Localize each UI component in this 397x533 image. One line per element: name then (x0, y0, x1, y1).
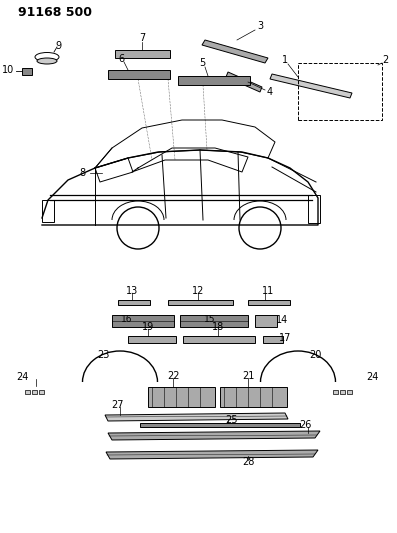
Bar (340, 390, 345, 394)
Text: 3: 3 (257, 21, 263, 31)
Text: 25: 25 (226, 415, 238, 425)
Polygon shape (105, 413, 288, 421)
Text: 16: 16 (121, 314, 133, 324)
Text: 20: 20 (309, 350, 321, 360)
Text: 17: 17 (279, 333, 291, 343)
Bar (42, 200, 54, 222)
Text: 2: 2 (382, 55, 388, 65)
Bar (32, 390, 37, 394)
Polygon shape (226, 72, 262, 92)
Bar (180, 315, 248, 327)
Bar (308, 195, 320, 223)
Polygon shape (202, 40, 268, 63)
Text: 28: 28 (242, 457, 254, 467)
Text: 4: 4 (267, 87, 273, 97)
Bar (112, 315, 174, 327)
Text: 24: 24 (366, 372, 378, 382)
Text: 19: 19 (142, 322, 154, 332)
Bar (118, 300, 150, 305)
Bar (255, 315, 277, 327)
Polygon shape (106, 450, 318, 459)
Text: 14: 14 (276, 315, 288, 325)
Text: 22: 22 (167, 371, 179, 381)
Bar (115, 50, 170, 58)
Text: 11: 11 (262, 286, 274, 296)
Bar (183, 336, 255, 343)
Bar (168, 300, 233, 305)
Bar (22, 68, 32, 75)
Text: 24: 24 (16, 372, 28, 382)
Text: 5: 5 (199, 58, 205, 68)
Text: 1: 1 (282, 55, 288, 65)
Bar (148, 387, 215, 407)
Bar (128, 336, 176, 343)
Polygon shape (270, 74, 352, 98)
Bar (220, 387, 287, 407)
Polygon shape (108, 431, 320, 440)
Bar (263, 336, 283, 343)
Text: 8: 8 (79, 168, 85, 178)
Text: 91168 500: 91168 500 (18, 6, 92, 20)
Bar (108, 70, 170, 79)
Text: 12: 12 (192, 286, 204, 296)
Bar (248, 300, 290, 305)
Bar (178, 76, 250, 85)
Bar (333, 390, 338, 394)
Bar (140, 423, 300, 427)
Text: 6: 6 (118, 54, 124, 64)
Bar (25, 390, 30, 394)
Text: 21: 21 (242, 371, 254, 381)
Text: 10: 10 (2, 65, 14, 75)
Text: 15: 15 (204, 314, 216, 324)
Bar (298, 63, 382, 120)
Bar (39, 390, 44, 394)
Text: 23: 23 (97, 350, 109, 360)
Ellipse shape (37, 58, 57, 64)
Text: 18: 18 (212, 322, 224, 332)
Bar (347, 390, 352, 394)
Text: 7: 7 (139, 33, 145, 43)
Text: 26: 26 (299, 420, 311, 430)
Text: 13: 13 (126, 286, 138, 296)
Text: 9: 9 (55, 41, 61, 51)
Text: 27: 27 (112, 400, 124, 410)
